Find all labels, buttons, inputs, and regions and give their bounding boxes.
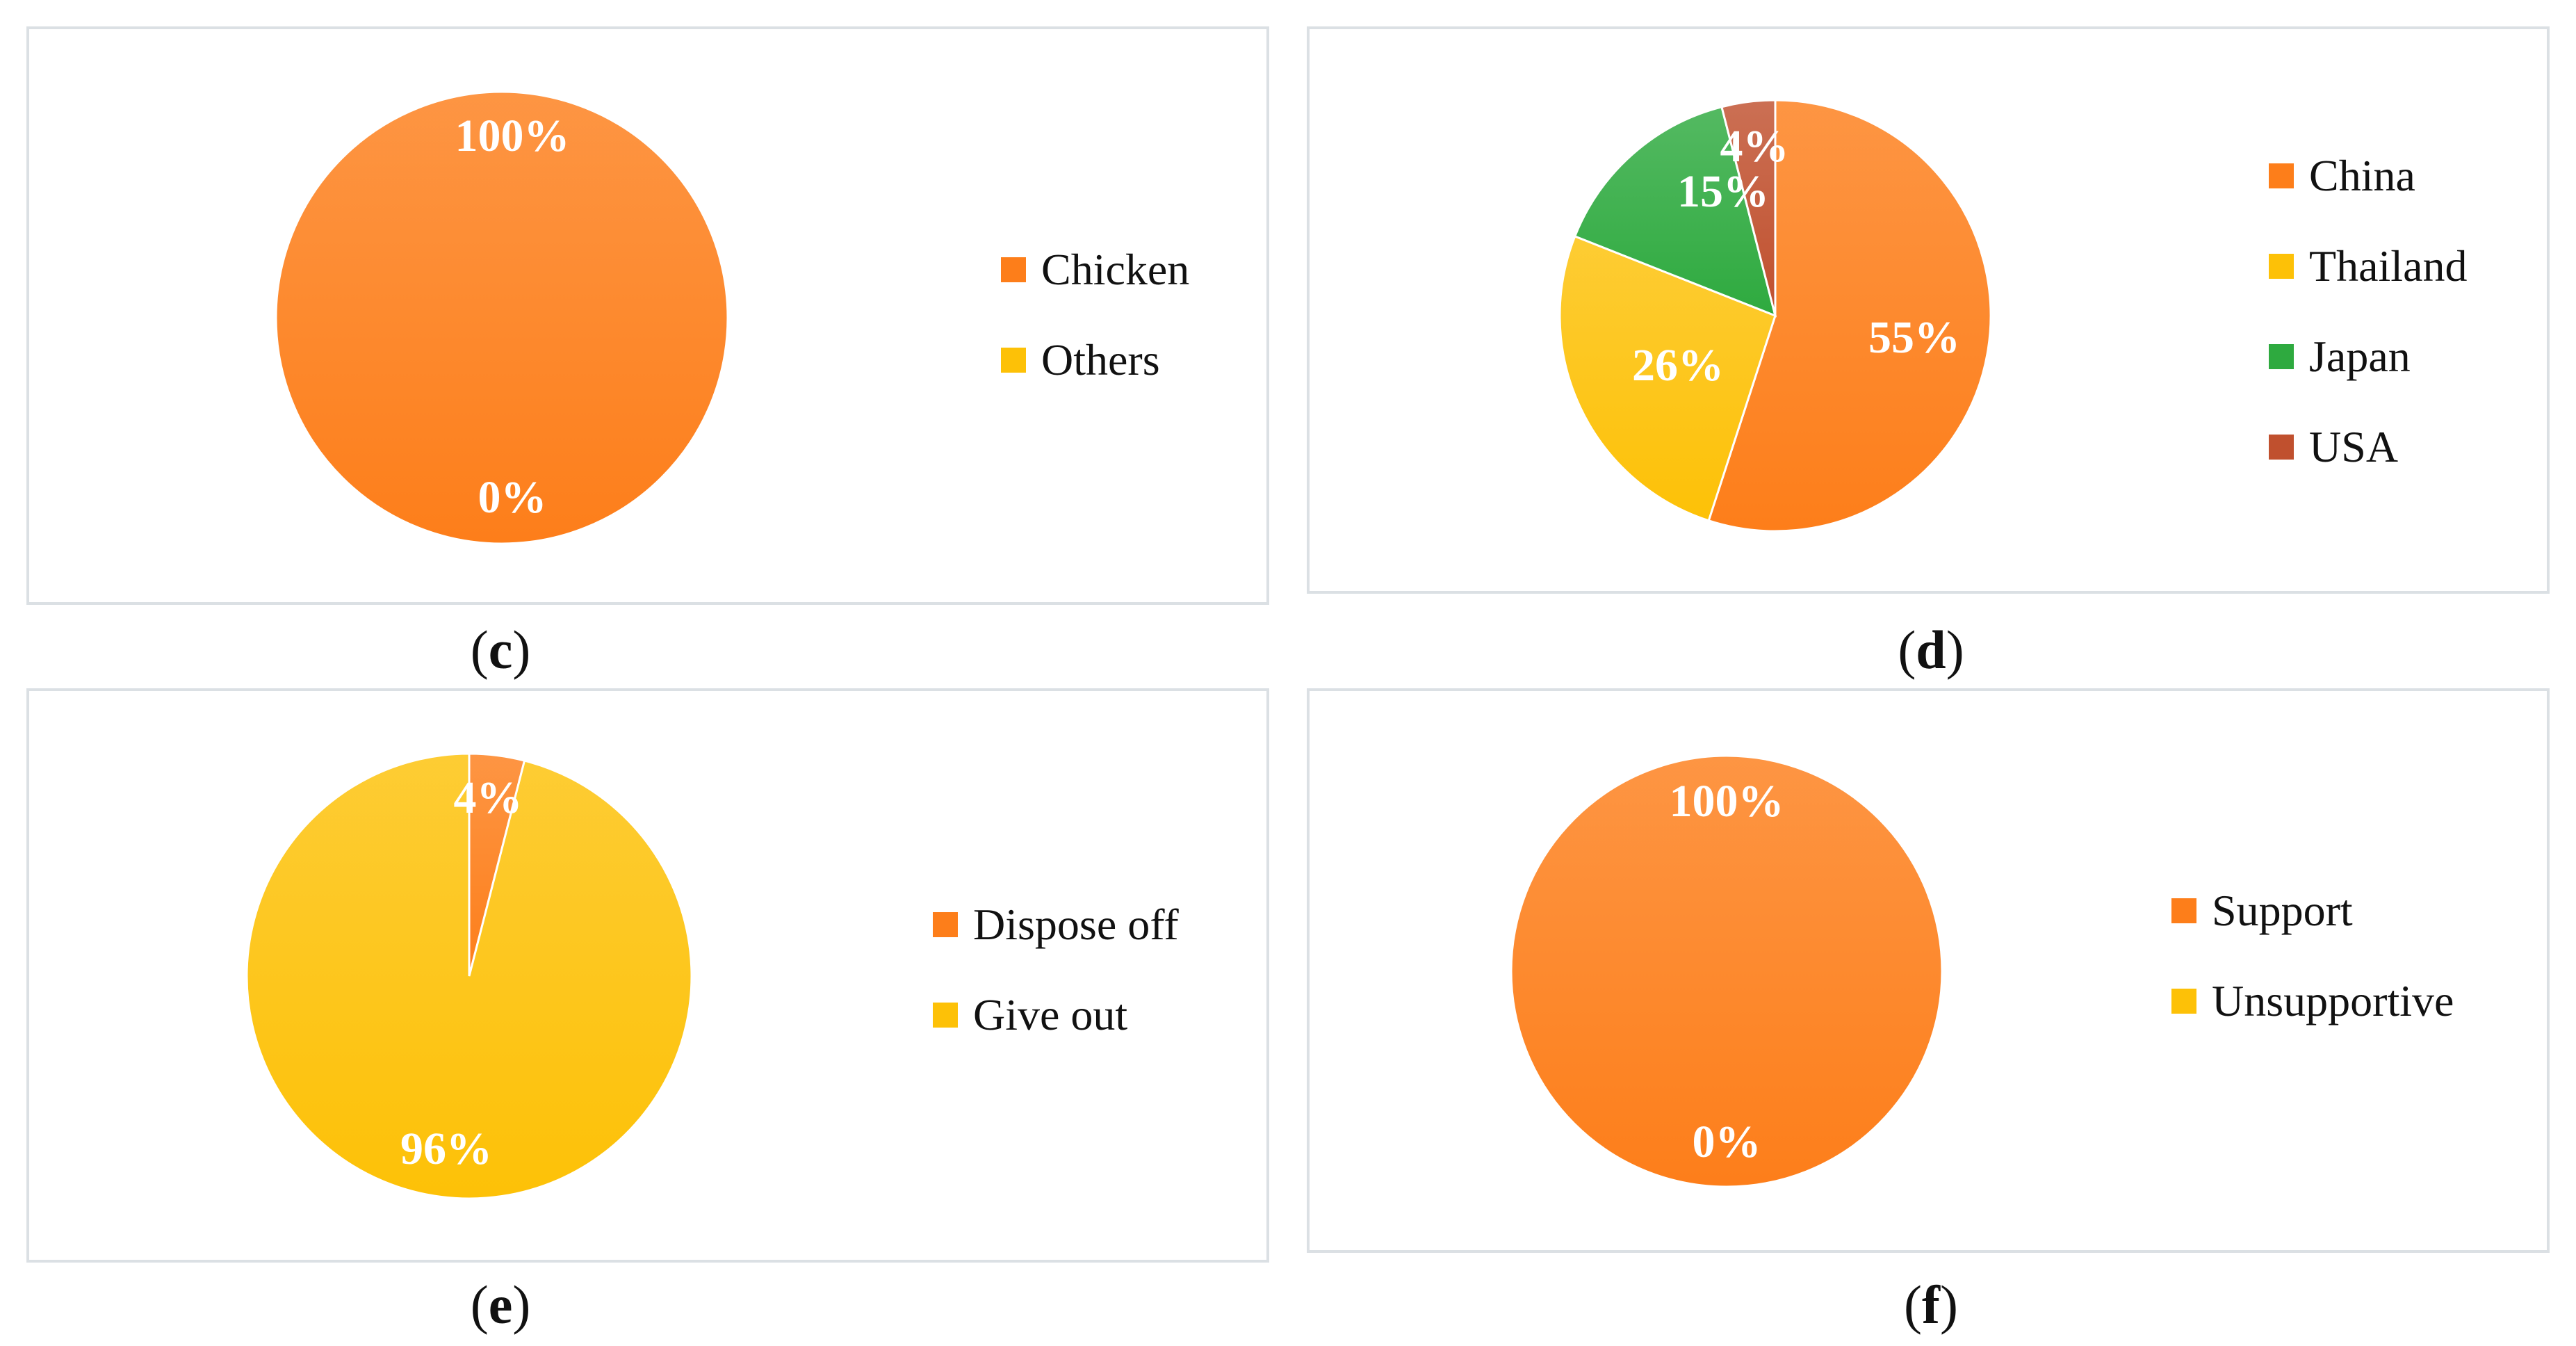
legend-swatch-usa (2269, 435, 2294, 460)
legend-swatch-dispose-off (933, 912, 958, 937)
legend-label-china: China (2309, 151, 2415, 200)
data-label-thailand: 26% (1632, 340, 1724, 391)
data-label-give-out: 96% (400, 1124, 492, 1174)
legend-item-chicken: Chicken (1001, 245, 1189, 295)
legend-item-support: Support (2171, 886, 2454, 936)
pie-chart-e: 4% 96% (245, 752, 693, 1200)
panel-caption-e: (e) (470, 1274, 531, 1335)
legend-label-thailand: Thailand (2309, 241, 2468, 291)
pie-slice-japan (1573, 105, 1777, 318)
panel-letter-f: f (1922, 1274, 1940, 1335)
data-label-japan: 15% (1677, 166, 1769, 217)
pie-chart-f: 100% 0% (1510, 754, 1943, 1188)
legend-swatch-chicken (1001, 257, 1026, 282)
data-label-others: 0% (478, 472, 547, 523)
pie-chart-d: 55% 26% 15%4% (1558, 99, 1992, 533)
pie-slice-usa (1720, 99, 1777, 316)
data-label-support: 100% (1670, 776, 1784, 827)
pie-slice-thailand (1558, 234, 1777, 522)
chart-panel-c: 100% 0% Chicken Others (26, 26, 1269, 605)
data-label-usa: 4% (1720, 121, 1789, 172)
data-label-china: 55% (1868, 312, 1960, 363)
legend-item-dispose-off: Dispose off (933, 900, 1179, 950)
legend-label-chicken: Chicken (1041, 245, 1190, 294)
legend-swatch-unsupportive (2171, 989, 2196, 1014)
legend-label-usa: USA (2309, 422, 2399, 471)
legend-swatch-support (2171, 898, 2196, 923)
pie-slice-give-out (245, 752, 693, 1200)
chart-panel-e: 4% 96% Dispose off Give out (26, 688, 1269, 1263)
pie-slice-chicken (275, 90, 729, 545)
legend-label-others: Others (1041, 335, 1160, 384)
chart-panel-f: 100% 0% Support Unsupportive (1307, 688, 2550, 1253)
legend-d: China Thailand Japan USA (2269, 151, 2467, 472)
legend-item-thailand: Thailand (2269, 241, 2467, 291)
legend-item-china: China (2269, 151, 2467, 201)
data-label-unsupportive: 0% (1693, 1117, 1761, 1167)
panel-letter-d: d (1916, 619, 1946, 680)
legend-label-dispose-off: Dispose off (973, 900, 1179, 949)
legend-label-give-out: Give out (973, 990, 1128, 1039)
legend-swatch-others (1001, 348, 1026, 373)
legend-item-usa: USA (2269, 422, 2467, 472)
data-label-chicken: 100% (455, 111, 570, 161)
legend-f: Support Unsupportive (2171, 886, 2454, 1026)
data-label-dispose-off: 4% (454, 772, 523, 823)
pie-slice-support (1510, 754, 1943, 1188)
legend-label-unsupportive: Unsupportive (2212, 976, 2454, 1025)
legend-swatch-japan (2269, 344, 2294, 369)
pie-slice-china (1707, 99, 1992, 533)
pie-chart-c: 100% 0% (275, 90, 729, 545)
panel-letter-e: e (488, 1274, 513, 1335)
legend-item-unsupportive: Unsupportive (2171, 976, 2454, 1026)
legend-e: Dispose off Give out (933, 900, 1179, 1040)
legend-item-give-out: Give out (933, 990, 1179, 1040)
panel-letter-c: c (488, 619, 513, 680)
legend-label-japan: Japan (2309, 332, 2411, 381)
legend-item-japan: Japan (2269, 332, 2467, 382)
legend-swatch-give-out (933, 1003, 958, 1028)
legend-c: Chicken Others (1001, 245, 1189, 385)
panel-caption-f: (f) (1904, 1274, 1958, 1335)
panel-caption-c: (c) (470, 619, 531, 680)
legend-label-support: Support (2212, 886, 2353, 935)
chart-panel-d: 55% 26% 15% 4% China Thailand Japan USA (1307, 26, 2550, 594)
legend-swatch-china (2269, 163, 2294, 188)
panel-caption-d: (d) (1898, 619, 1964, 680)
legend-item-others: Others (1001, 335, 1189, 385)
legend-swatch-thailand (2269, 254, 2294, 279)
